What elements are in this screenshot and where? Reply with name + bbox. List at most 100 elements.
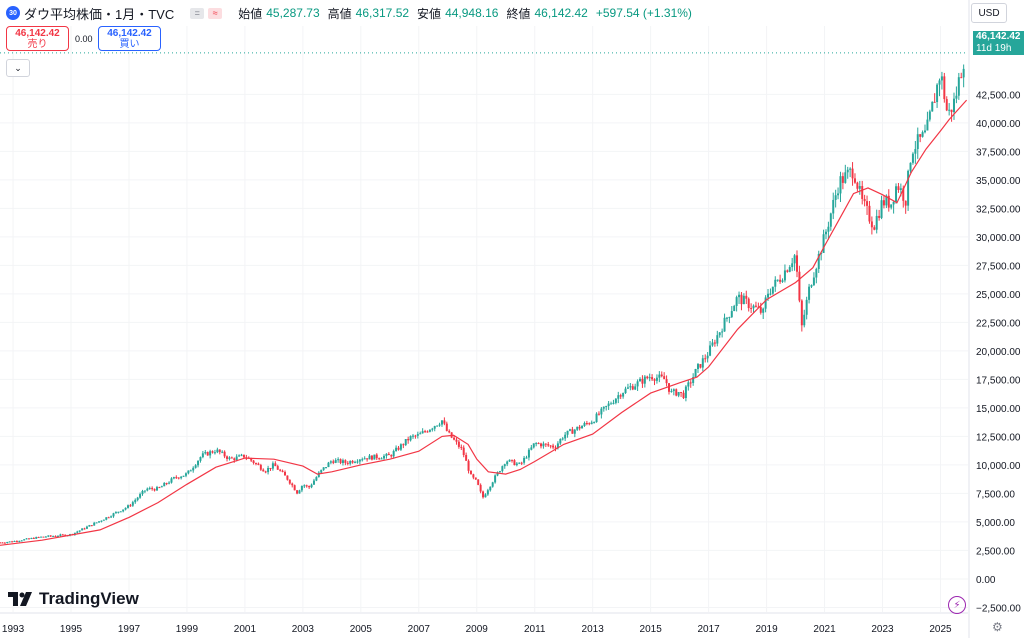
candle xyxy=(597,411,600,416)
candle-body xyxy=(902,188,905,201)
candle-body xyxy=(168,482,171,484)
candle-body xyxy=(742,295,745,305)
gear-icon[interactable]: ⚙ xyxy=(992,620,1003,634)
close-value: 46,142.42 xyxy=(534,6,588,20)
candle xyxy=(312,478,315,485)
candle-body xyxy=(701,358,704,368)
candle xyxy=(61,533,64,536)
candle-body xyxy=(404,439,407,446)
candle-body xyxy=(800,300,803,326)
candle-body xyxy=(448,430,451,433)
change-value: +597.54 (+1.31%) xyxy=(595,6,692,20)
candle xyxy=(612,399,615,405)
candle xyxy=(728,316,731,324)
buy-price: 46,142.42 xyxy=(107,28,152,39)
candle-body xyxy=(829,213,832,227)
candle-body xyxy=(643,376,646,384)
candle-body xyxy=(189,470,192,472)
symbol-title[interactable]: ダウ平均株価・1月・TVC xyxy=(24,6,175,22)
open-value: 45,287.73 xyxy=(266,6,320,20)
candle-body xyxy=(0,542,1,544)
x-tick-label: 2017 xyxy=(697,624,720,635)
candle xyxy=(296,490,299,495)
candle xyxy=(431,427,434,432)
candle xyxy=(419,431,422,435)
candle xyxy=(668,383,671,395)
candle xyxy=(626,383,629,390)
candle-body xyxy=(1,542,4,544)
candles-series[interactable] xyxy=(0,64,965,544)
candle-body xyxy=(436,425,439,427)
candle xyxy=(363,456,366,460)
candle xyxy=(3,542,6,544)
candle-body xyxy=(636,381,639,387)
candle-body xyxy=(588,423,591,425)
candle xyxy=(774,276,777,292)
candle-body xyxy=(230,457,233,459)
symbol-badge[interactable]: 30 xyxy=(6,6,20,20)
candle xyxy=(349,460,352,466)
candle-body xyxy=(861,186,864,199)
approx-icon[interactable]: ≈ xyxy=(208,7,223,19)
candle xyxy=(576,426,579,431)
candle-body xyxy=(663,376,666,380)
candle xyxy=(547,441,550,447)
candle xyxy=(351,459,354,464)
equals-icon[interactable]: = xyxy=(190,7,205,19)
currency-button[interactable]: USD xyxy=(971,3,1007,23)
candle xyxy=(771,286,774,295)
candle-body xyxy=(201,453,204,458)
buy-button[interactable]: 46,142.42 買い xyxy=(98,26,161,51)
candle xyxy=(687,380,690,391)
candle-body xyxy=(414,435,417,437)
candle-body xyxy=(948,109,951,111)
candle-body xyxy=(858,186,861,189)
candle-body xyxy=(764,297,767,309)
candle xyxy=(438,422,441,427)
candle-body xyxy=(457,441,460,447)
candle xyxy=(950,109,953,122)
candle-body xyxy=(192,467,195,471)
candle xyxy=(581,425,584,429)
candle xyxy=(636,379,639,391)
candle xyxy=(85,525,88,530)
candle-body xyxy=(631,386,634,390)
candle xyxy=(346,461,349,466)
candle xyxy=(385,453,388,459)
candle xyxy=(544,443,547,448)
candle-body xyxy=(940,76,943,81)
candle-body xyxy=(494,475,497,483)
moving-average-line[interactable] xyxy=(0,99,968,546)
candle xyxy=(711,338,714,347)
candle xyxy=(791,257,794,272)
candle-body xyxy=(235,456,238,461)
chevron-down-icon[interactable]: ⌄ xyxy=(6,59,30,77)
candle-body xyxy=(653,379,656,381)
tradingview-logo[interactable]: TradingView xyxy=(8,589,139,609)
candle-body xyxy=(771,286,774,294)
candle-body xyxy=(696,364,699,370)
candle xyxy=(445,421,448,432)
candle-body xyxy=(344,460,347,463)
candle xyxy=(124,507,127,511)
candle-body xyxy=(431,428,434,430)
candle-body xyxy=(465,454,468,461)
candle-body xyxy=(467,460,470,471)
price-axis[interactable]: −2,500.00 0.00 2,500.00 5,000.00 7,500.00 10,… xyxy=(968,0,1021,638)
sell-button[interactable]: 46,142.42 売り xyxy=(6,26,69,51)
candle-body xyxy=(585,423,588,425)
time-axis[interactable]: 1993 1995 1997 1999 2001 2003 2005 2007 2009 2011… xyxy=(0,612,968,635)
candle xyxy=(868,201,871,224)
candle xyxy=(585,420,588,426)
candle xyxy=(571,426,574,434)
candle-body xyxy=(139,494,142,498)
candle-body xyxy=(856,182,859,189)
candle xyxy=(856,181,859,192)
candle-body xyxy=(837,193,840,196)
candle-body xyxy=(924,130,927,133)
candle-body xyxy=(141,490,144,495)
lightning-icon[interactable]: ⚡ xyxy=(948,596,966,614)
candle-body xyxy=(752,305,755,309)
symbol-header: 30 ダウ平均株価・1月・TVC = ≈ 始値 45,287.73 高値 46,31… xyxy=(6,4,696,22)
